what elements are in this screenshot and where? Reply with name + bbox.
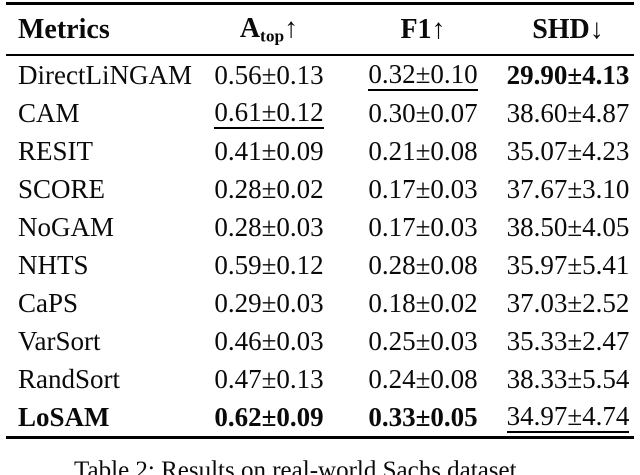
- cell-shd: 35.07±4.23: [502, 132, 634, 170]
- table-row: CAM 0.61±0.12 0.30±0.07 38.60±4.87: [6, 94, 634, 132]
- up-arrow-icon: ↑: [284, 12, 299, 44]
- value-bold: 0.62±0.09: [214, 401, 324, 432]
- header-shd: SHD↓: [502, 3, 634, 56]
- header-f1: F1↑: [344, 3, 502, 56]
- cell-metric: SCORE: [18, 173, 106, 204]
- cell-atop: 0.56±0.13: [194, 55, 344, 94]
- cell-shd: 37.67±3.10: [502, 170, 634, 208]
- cell-metric: RESIT: [18, 135, 94, 166]
- cell-f1: 0.18±0.02: [344, 284, 502, 322]
- cell-metric: NoGAM: [18, 211, 115, 242]
- cell-metric: DirectLiNGAM: [18, 59, 192, 90]
- cell-atop: 0.59±0.12: [194, 246, 344, 284]
- value: 0.30±0.07: [368, 97, 478, 128]
- table-row: LoSAM 0.62±0.09 0.33±0.05 34.97±4.74: [6, 398, 634, 438]
- cell-metric: LoSAM: [18, 401, 110, 432]
- value: 0.18±0.02: [368, 287, 478, 318]
- value: 38.60±4.87: [506, 97, 630, 128]
- table-row: NHTS 0.59±0.12 0.28±0.08 35.97±5.41: [6, 246, 634, 284]
- down-arrow-icon: ↓: [589, 13, 604, 45]
- value-bold: 0.33±0.05: [368, 401, 478, 432]
- value: 0.28±0.03: [214, 211, 324, 242]
- value: 0.41±0.09: [214, 135, 324, 166]
- cell-f1: 0.28±0.08: [344, 246, 502, 284]
- cell-metric: CAM: [18, 97, 80, 128]
- header-atop-subscript: top: [260, 26, 285, 46]
- value: 0.29±0.03: [214, 287, 324, 318]
- value-underlined: 0.32±0.10: [368, 59, 478, 92]
- cell-f1: 0.25±0.03: [344, 322, 502, 360]
- cell-atop: 0.28±0.02: [194, 170, 344, 208]
- header-f1-label: F1: [400, 13, 432, 45]
- cell-f1: 0.32±0.10: [344, 55, 502, 94]
- value: 0.56±0.13: [214, 59, 324, 90]
- cell-shd: 38.60±4.87: [502, 94, 634, 132]
- cell-shd: 29.90±4.13: [502, 55, 634, 94]
- cell-f1: 0.17±0.03: [344, 208, 502, 246]
- value: 0.28±0.08: [368, 249, 478, 280]
- value-bold: 29.90±4.13: [506, 59, 630, 90]
- header-atop: Atop↑: [194, 3, 344, 56]
- table-row: SCORE 0.28±0.02 0.17±0.03 37.67±3.10: [6, 170, 634, 208]
- value: 0.17±0.03: [368, 211, 478, 242]
- value: 0.47±0.13: [214, 363, 324, 394]
- cell-metric: CaPS: [18, 287, 79, 318]
- cell-f1: 0.21±0.08: [344, 132, 502, 170]
- cell-shd: 34.97±4.74: [502, 398, 634, 438]
- cell-atop: 0.62±0.09: [194, 398, 344, 438]
- cell-metric: NHTS: [18, 249, 89, 280]
- value-underlined: 34.97±4.74: [506, 401, 630, 434]
- cell-shd: 38.33±5.54: [502, 360, 634, 398]
- value: 38.33±5.54: [506, 363, 630, 394]
- header-shd-label: SHD: [532, 13, 590, 45]
- cell-f1: 0.24±0.08: [344, 360, 502, 398]
- cell-f1: 0.17±0.03: [344, 170, 502, 208]
- table-row: DirectLiNGAM 0.56±0.13 0.32±0.10 29.90±4…: [6, 55, 634, 94]
- cell-atop: 0.29±0.03: [194, 284, 344, 322]
- cell-atop: 0.28±0.03: [194, 208, 344, 246]
- header-metrics: Metrics: [6, 3, 194, 56]
- value: 0.17±0.03: [368, 173, 478, 204]
- table-row: RandSort 0.47±0.13 0.24±0.08 38.33±5.54: [6, 360, 634, 398]
- value-underlined: 0.61±0.12: [214, 97, 324, 130]
- value: 35.97±5.41: [506, 249, 630, 280]
- header-atop-base: A: [239, 12, 261, 44]
- value: 35.07±4.23: [506, 135, 630, 166]
- cell-shd: 35.97±5.41: [502, 246, 634, 284]
- header-metrics-label: Metrics: [18, 13, 110, 45]
- cell-shd: 38.50±4.05: [502, 208, 634, 246]
- value: 0.46±0.03: [214, 325, 324, 356]
- cell-atop: 0.61±0.12: [194, 94, 344, 132]
- results-table: Metrics Atop↑ F1↑ SHD↓ DirectLiNGAM 0.56…: [6, 2, 634, 439]
- table-header-row: Metrics Atop↑ F1↑ SHD↓: [6, 3, 634, 56]
- value: 0.21±0.08: [368, 135, 478, 166]
- value: 0.28±0.02: [214, 173, 324, 204]
- cell-atop: 0.41±0.09: [194, 132, 344, 170]
- cell-atop: 0.46±0.03: [194, 322, 344, 360]
- value: 38.50±4.05: [506, 211, 630, 242]
- cell-f1: 0.33±0.05: [344, 398, 502, 438]
- cell-shd: 35.33±2.47: [502, 322, 634, 360]
- table-row: VarSort 0.46±0.03 0.25±0.03 35.33±2.47: [6, 322, 634, 360]
- cell-shd: 37.03±2.52: [502, 284, 634, 322]
- value: 35.33±2.47: [506, 325, 630, 356]
- up-arrow-icon: ↑: [431, 13, 446, 45]
- value: 0.24±0.08: [368, 363, 478, 394]
- value: 37.03±2.52: [506, 287, 630, 318]
- cell-metric: RandSort: [18, 363, 121, 394]
- value: 0.59±0.12: [214, 249, 324, 280]
- value: 37.67±3.10: [506, 173, 630, 204]
- cell-atop: 0.47±0.13: [194, 360, 344, 398]
- cell-metric: VarSort: [18, 325, 101, 356]
- value: 0.25±0.03: [368, 325, 478, 356]
- table-row: NoGAM 0.28±0.03 0.17±0.03 38.50±4.05: [6, 208, 634, 246]
- table-row: RESIT 0.41±0.09 0.21±0.08 35.07±4.23: [6, 132, 634, 170]
- cell-f1: 0.30±0.07: [344, 94, 502, 132]
- table-row: CaPS 0.29±0.03 0.18±0.02 37.03±2.52: [6, 284, 634, 322]
- table-caption: Table 2: Results on real-world Sachs dat…: [74, 457, 517, 475]
